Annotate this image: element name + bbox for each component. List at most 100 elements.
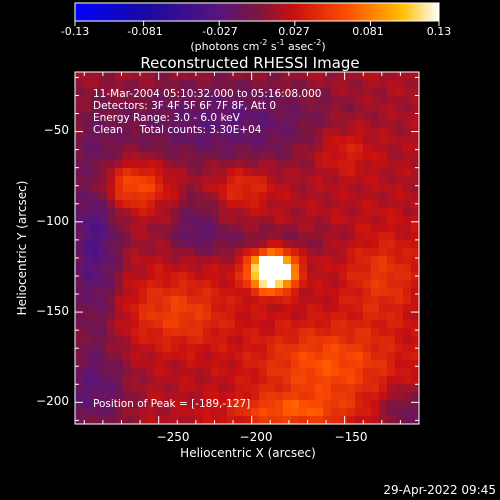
heatmap-cell <box>283 256 292 265</box>
heatmap-cell <box>275 88 284 97</box>
heatmap-cell <box>107 176 116 185</box>
heatmap-cell <box>307 184 316 193</box>
heatmap-cell <box>115 128 124 137</box>
heatmap-cell <box>115 96 124 105</box>
heatmap-cell <box>211 152 220 161</box>
heatmap-cell <box>131 88 140 97</box>
colorbar-tick-label: -0.081 <box>127 25 162 38</box>
heatmap-cell <box>331 336 340 345</box>
heatmap-cell <box>219 368 228 377</box>
heatmap-cell <box>347 408 356 417</box>
heatmap-cell <box>403 328 412 337</box>
heatmap-cell <box>331 240 340 249</box>
heatmap-cell <box>227 408 236 417</box>
heatmap-cell <box>299 336 308 345</box>
heatmap-cell <box>75 224 84 233</box>
heatmap-cell <box>403 384 412 393</box>
heatmap-cell <box>323 200 332 209</box>
heatmap-cell <box>243 232 252 241</box>
heatmap-cell <box>187 400 196 409</box>
heatmap-cell <box>219 360 228 369</box>
heatmap-cell <box>227 152 236 161</box>
heatmap-cell <box>387 400 396 409</box>
heatmap-cell <box>155 160 164 169</box>
heatmap-cell <box>323 152 332 161</box>
heatmap-cell <box>251 88 260 97</box>
heatmap-cell <box>371 288 380 297</box>
heatmap-cell <box>219 248 228 257</box>
heatmap-cell <box>275 336 284 345</box>
heatmap-cell <box>107 280 116 289</box>
heatmap-cell <box>379 240 388 249</box>
heatmap-cell <box>83 416 92 425</box>
heatmap-cell <box>307 376 316 385</box>
heatmap-cell <box>315 264 324 273</box>
heatmap-cell <box>299 192 308 201</box>
heatmap-cell <box>339 232 348 241</box>
heatmap-cell <box>203 120 212 129</box>
heatmap-cell <box>123 120 132 129</box>
heatmap-cell <box>243 336 252 345</box>
heatmap-cell <box>235 392 244 401</box>
heatmap-cell <box>267 288 276 297</box>
heatmap-cell <box>219 112 228 121</box>
heatmap-cell <box>91 80 100 89</box>
heatmap-cell <box>155 104 164 113</box>
heatmap-cell <box>267 88 276 97</box>
heatmap-cell <box>355 416 364 425</box>
heatmap-cell <box>387 96 396 105</box>
heatmap-cell <box>331 176 340 185</box>
heatmap-cell <box>411 256 420 265</box>
heatmap-cell <box>99 400 108 409</box>
heatmap-cell <box>251 160 260 169</box>
heatmap-cell <box>275 264 284 273</box>
heatmap-cell <box>171 416 180 425</box>
heatmap-cell <box>291 224 300 233</box>
heatmap-cell <box>219 256 228 265</box>
heatmap-cell <box>139 288 148 297</box>
heatmap-cell <box>83 384 92 393</box>
heatmap-cell <box>91 144 100 153</box>
heatmap-cell <box>195 408 204 417</box>
heatmap-cell <box>355 408 364 417</box>
heatmap-cell <box>387 360 396 369</box>
unit-part: s <box>267 40 276 53</box>
heatmap-cell <box>403 280 412 289</box>
heatmap-cell <box>219 272 228 281</box>
heatmap-cell <box>155 360 164 369</box>
heatmap-cell <box>307 360 316 369</box>
heatmap-cell <box>395 384 404 393</box>
heatmap-cell <box>363 368 372 377</box>
heatmap-cell <box>227 328 236 337</box>
heatmap-cell <box>91 104 100 113</box>
heatmap-cell <box>371 384 380 393</box>
heatmap-cell <box>371 224 380 233</box>
heatmap-cell <box>307 112 316 121</box>
heatmap-cell <box>371 264 380 273</box>
heatmap-cell <box>155 344 164 353</box>
heatmap-cell <box>243 256 252 265</box>
heatmap-cell <box>99 200 108 209</box>
heatmap-cell <box>315 72 324 81</box>
heatmap-cell <box>347 296 356 305</box>
heatmap-cell <box>315 376 324 385</box>
heatmap-cell <box>131 400 140 409</box>
heatmap-cell <box>339 208 348 217</box>
heatmap-cell <box>147 400 156 409</box>
heatmap-cell <box>123 416 132 425</box>
heatmap-cell <box>155 152 164 161</box>
heatmap-cell <box>203 336 212 345</box>
heatmap-cell <box>131 144 140 153</box>
heatmap-cell <box>203 416 212 425</box>
heatmap-cell <box>115 408 124 417</box>
heatmap-cell <box>299 344 308 353</box>
heatmap-cell <box>379 192 388 201</box>
heatmap-cell <box>339 360 348 369</box>
heatmap-cell <box>267 144 276 153</box>
heatmap-cell <box>283 328 292 337</box>
heatmap-cell <box>123 312 132 321</box>
heatmap-cell <box>115 216 124 225</box>
heatmap-cell <box>123 336 132 345</box>
heatmap-cell <box>171 408 180 417</box>
heatmap-cell <box>219 240 228 249</box>
